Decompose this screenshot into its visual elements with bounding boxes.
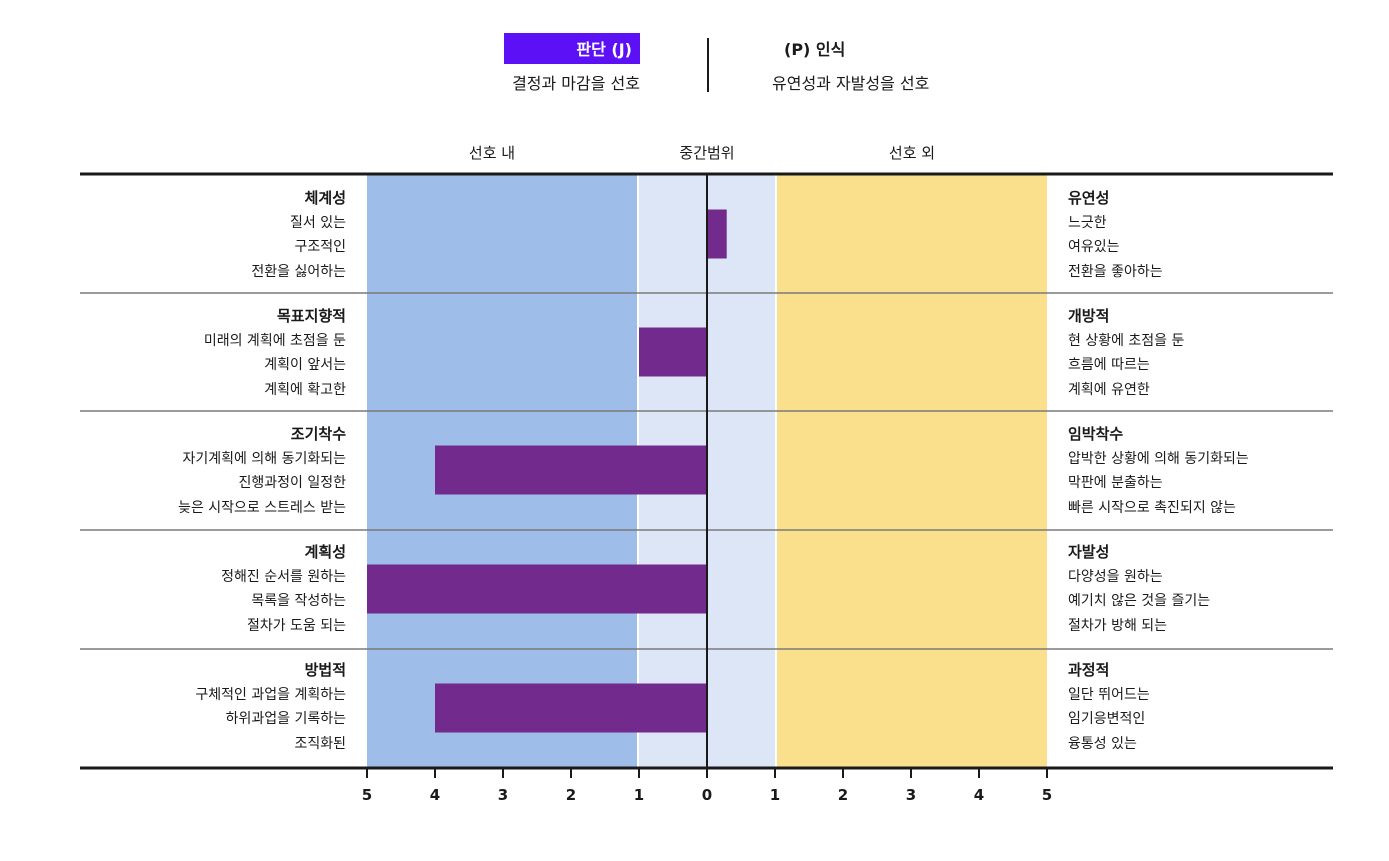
row-3-right-item: 압박한 상황에 의해 동기화되는	[1068, 450, 1249, 467]
row-2-right-title: 개방적	[1068, 307, 1110, 325]
row-2-right-item: 흐름에 따르는	[1068, 357, 1150, 373]
row-4-left-item: 절차가 도움 되는	[246, 617, 346, 634]
judging-subtitle: 결정과 마감을 선호	[512, 74, 640, 93]
row-5-left-item: 조직화된	[294, 735, 346, 752]
row-5-left-title: 방법적	[304, 661, 346, 679]
row-2-left-title: 목표지향적	[276, 307, 346, 325]
row-3-right-traits: 임박착수 압박한 상황에 의해 동기화되는 막판에 분출하는 빠른 시작으로 촉…	[1068, 422, 1368, 520]
row-2-right-item: 계획에 유연한	[1068, 381, 1150, 398]
score-bar	[435, 445, 707, 495]
x-tick-label: 1	[770, 786, 780, 804]
x-tick-label: 5	[362, 786, 372, 804]
row-4-right-item: 다양성을 원하는	[1068, 568, 1163, 585]
row-1-left-item: 전환을 싫어하는	[251, 263, 346, 280]
score-bar	[707, 209, 727, 259]
zone-label-in: 선호 내	[468, 144, 516, 162]
row-2-right-traits: 개방적 현 상황에 초점을 둔 흐름에 따르는 계획에 유연한	[1068, 304, 1368, 402]
row-4-left-item: 목록을 작성하는	[251, 593, 346, 609]
header-divider	[707, 38, 709, 92]
row-1-right-item: 느긋한	[1068, 214, 1107, 231]
x-tick-label: 5	[1042, 786, 1052, 804]
row-2-left-traits: 목표지향적 미래의 계획에 초점을 둔 계획이 앞서는 계획에 확고한	[6, 304, 346, 402]
x-tick-label: 4	[974, 786, 984, 804]
x-tick-label: 3	[906, 786, 916, 804]
row-5-right-title: 과정적	[1068, 661, 1110, 679]
row-5-left-item: 구체적인 과업을 계획하는	[195, 686, 346, 703]
row-1-left-title: 체계성	[304, 189, 346, 207]
bars-layer	[367, 209, 727, 733]
row-1-left-traits: 체계성 질서 있는 구조적인 전환을 싫어하는	[6, 186, 346, 284]
row-3-left-title: 조기착수	[290, 425, 346, 443]
zone-label-mid: 중간범위	[679, 144, 735, 162]
row-3-left-traits: 조기착수 자기계획에 의해 동기화되는 진행과정이 일정한 늦은 시작으로 스트…	[6, 422, 346, 520]
x-tick-label: 1	[634, 786, 644, 804]
row-5-left-item: 하위과업을 기록하는	[225, 711, 346, 727]
row-4-left-title: 계획성	[304, 543, 346, 561]
row-2-left-item: 계획에 확고한	[264, 381, 346, 398]
row-4-right-title: 자발성	[1068, 543, 1110, 561]
x-tick-label: 0	[702, 786, 712, 804]
x-tick-label: 2	[838, 786, 848, 804]
row-4-left-traits: 계획성 정해진 순서를 원하는 목록을 작성하는 절차가 도움 되는	[6, 540, 346, 638]
score-bar	[639, 327, 707, 377]
row-5-right-item: 임기응변적인	[1068, 711, 1146, 727]
row-1-right-item: 전환을 좋아하는	[1068, 263, 1163, 280]
row-4-left-item: 정해진 순서를 원하는	[221, 568, 346, 585]
row-2-right-item: 현 상황에 초점을 둔	[1068, 332, 1185, 349]
judging-header-box	[504, 33, 640, 64]
x-tick-label: 2	[566, 786, 576, 804]
row-3-left-item: 늦은 시작으로 스트레스 받는	[178, 499, 346, 516]
row-1-left-item: 구조적인	[294, 239, 346, 255]
zone-label-out: 선호 외	[888, 144, 936, 162]
ticks-layer: 5 4 3 2 1 0 1 2 3 4 5	[362, 768, 1052, 804]
row-3-right-item: 막판에 분출하는	[1068, 475, 1163, 491]
x-tick-label: 3	[498, 786, 508, 804]
zone-out-background	[776, 175, 1047, 767]
row-1-left-item: 질서 있는	[290, 214, 346, 231]
row-5-right-item: 융통성 있는	[1068, 735, 1137, 752]
row-3-right-item: 빠른 시작으로 촉진되지 않는	[1068, 499, 1236, 516]
perceiving-subtitle: 유연성과 자발성을 선호	[772, 74, 930, 93]
score-bar	[435, 683, 707, 733]
row-2-left-item: 계획이 앞서는	[264, 357, 346, 373]
row-2-left-item: 미래의 계획에 초점을 둔	[203, 332, 346, 349]
row-5-left-traits: 방법적 구체적인 과업을 계획하는 하위과업을 기록하는 조직화된	[6, 658, 346, 756]
row-4-right-traits: 자발성 다양성을 원하는 예기치 않은 것을 즐기는 절차가 방해 되는	[1068, 540, 1368, 638]
perceiving-title: (P) 인식	[784, 40, 846, 59]
row-5-right-item: 일단 뛰어드는	[1068, 686, 1150, 703]
row-1-right-item: 여유있는	[1068, 239, 1120, 255]
x-tick-label: 4	[430, 786, 440, 804]
score-bar	[367, 564, 707, 614]
row-3-right-title: 임박착수	[1068, 425, 1124, 443]
row-5-right-traits: 과정적 일단 뛰어드는 임기응변적인 융통성 있는	[1068, 658, 1368, 756]
row-4-right-item: 절차가 방해 되는	[1068, 617, 1168, 634]
row-4-right-item: 예기치 않은 것을 즐기는	[1068, 593, 1211, 609]
row-3-left-item: 자기계획에 의해 동기화되는	[182, 450, 346, 467]
row-1-right-traits: 유연성 느긋한 여유있는 전환을 좋아하는	[1068, 186, 1368, 284]
judging-title: 판단 (J)	[576, 40, 632, 59]
row-1-right-title: 유연성	[1068, 189, 1110, 207]
row-3-left-item: 진행과정이 일정한	[238, 475, 347, 491]
